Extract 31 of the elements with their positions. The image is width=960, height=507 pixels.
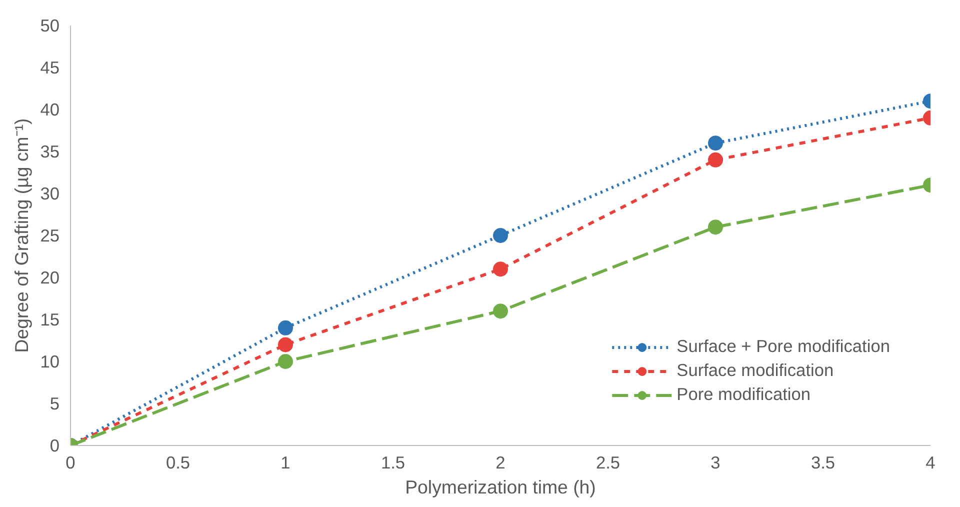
- legend-label: Pore modification: [676, 384, 811, 405]
- x-tick-label: 1.5: [380, 452, 406, 472]
- point: [493, 262, 508, 277]
- point: [493, 304, 508, 319]
- point: [278, 337, 293, 352]
- y-tick-label: 50: [40, 16, 60, 36]
- point: [278, 354, 293, 369]
- x-tick-label: 3: [710, 452, 720, 472]
- y-tick-label: 40: [40, 100, 60, 120]
- x-axis-title: Polymerization time (h): [405, 476, 596, 498]
- y-tick-label: 45: [40, 58, 60, 78]
- y-tick-label: 25: [40, 226, 60, 246]
- y-tick-label: 0: [50, 436, 60, 456]
- legend-label: Surface modification: [676, 360, 834, 381]
- point: [493, 228, 508, 243]
- legend-label: Surface + Pore modification: [676, 336, 890, 357]
- x-tick-label: 0: [66, 452, 76, 472]
- y-tick-label: 35: [40, 142, 60, 162]
- x-tick-label: 1: [280, 452, 290, 472]
- y-tick-label: 5: [50, 394, 60, 414]
- y-tick-label: 20: [40, 268, 60, 288]
- y-tick-label: 15: [40, 310, 60, 330]
- x-tick-label: 2.5: [596, 452, 620, 472]
- x-tick-label: 3.5: [810, 452, 836, 472]
- y-axis-title: Degree of Grafting (µg cm⁻¹): [11, 118, 32, 353]
- y-tick-label: 10: [40, 352, 60, 372]
- x-tick-label: 4: [926, 452, 936, 472]
- y-tick-label: 30: [40, 184, 60, 204]
- x-tick-label: 2: [496, 452, 506, 472]
- point: [278, 320, 293, 336]
- x-tick-label: 0.5: [166, 452, 190, 472]
